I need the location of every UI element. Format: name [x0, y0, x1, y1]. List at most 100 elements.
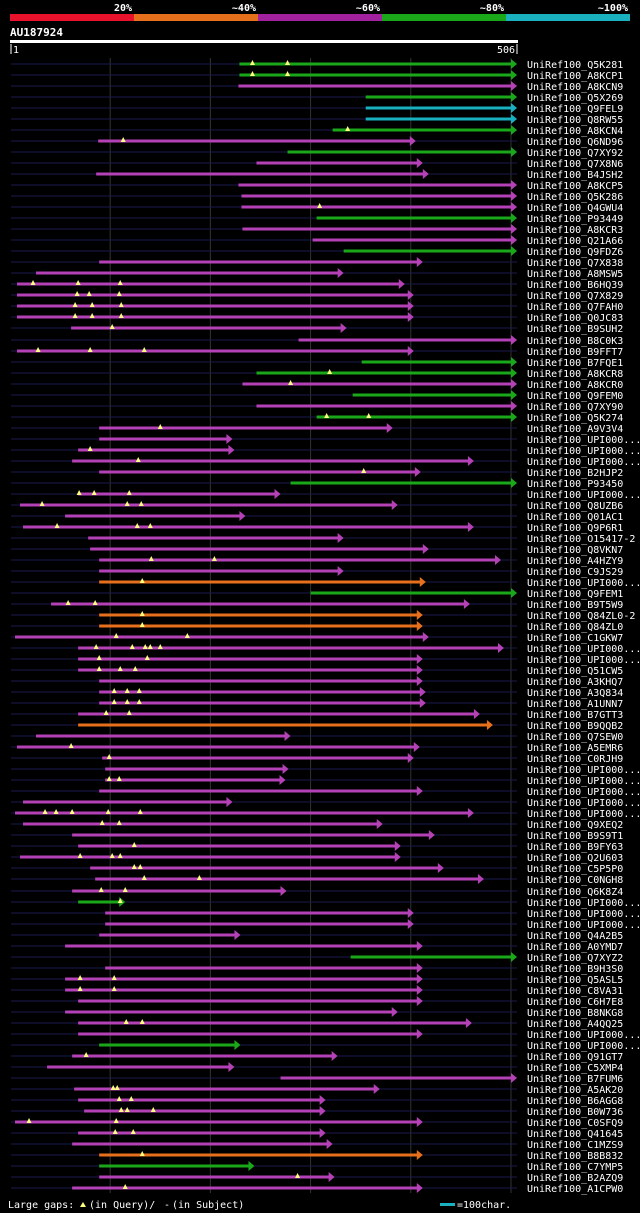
hit-bar[interactable]: [280, 1076, 513, 1080]
hit-label[interactable]: UniRef100_Q6ND96: [527, 137, 623, 148]
hit-bar[interactable]: [241, 205, 513, 209]
hit-label[interactable]: UniRef100_Q9FEL9: [527, 104, 623, 115]
hit-label[interactable]: UniRef100_Q7X838: [527, 258, 623, 269]
hit-bar[interactable]: [23, 800, 229, 804]
hit-bar[interactable]: [99, 580, 422, 584]
hit-bar[interactable]: [88, 536, 340, 540]
hit-label[interactable]: UniRef100_B8C0K3: [527, 336, 623, 347]
hit-row[interactable]: UniRef100_UPI000...: [11, 456, 640, 468]
hit-label[interactable]: UniRef100_Q01AC1: [527, 512, 623, 523]
hit-row[interactable]: UniRef100_UPI000...: [11, 489, 640, 501]
hit-bar[interactable]: [78, 1131, 322, 1135]
hit-row[interactable]: UniRef100_Q41645: [11, 1128, 623, 1140]
hit-bar[interactable]: [72, 1142, 329, 1146]
hit-row[interactable]: UniRef100_Q7XYZ2: [11, 952, 623, 964]
hit-row[interactable]: UniRef100_A5EMR6: [11, 742, 623, 754]
hit-label[interactable]: UniRef100_UPI000...: [527, 435, 640, 446]
hit-bar[interactable]: [36, 734, 287, 738]
hit-bar[interactable]: [256, 371, 513, 375]
hit-bar[interactable]: [17, 315, 410, 319]
hit-label[interactable]: UniRef100_C1GKW7: [527, 633, 623, 644]
hit-bar[interactable]: [99, 1153, 419, 1157]
hit-bar[interactable]: [99, 558, 497, 562]
hit-bar[interactable]: [99, 933, 237, 937]
hit-row[interactable]: UniRef100_C1GKW7: [11, 632, 623, 644]
hit-row[interactable]: UniRef100_Q9FEM0: [11, 390, 623, 402]
hit-label[interactable]: UniRef100_Q41645: [527, 1129, 623, 1140]
hit-row[interactable]: UniRef100_Q6ND96: [11, 136, 623, 148]
hit-label[interactable]: UniRef100_A3Q834: [527, 688, 623, 699]
hit-bar[interactable]: [65, 1010, 394, 1014]
hit-row[interactable]: UniRef100_Q6K8Z4: [11, 886, 623, 898]
hit-row[interactable]: UniRef100_Q4GWU4: [11, 202, 623, 214]
hit-row[interactable]: UniRef100_B6AGG8: [11, 1095, 623, 1107]
hit-label[interactable]: UniRef100_O15417-2: [527, 534, 635, 545]
hit-label[interactable]: UniRef100_C0SFQ9: [527, 1118, 623, 1129]
hit-row[interactable]: UniRef100_UPI000...: [11, 1029, 640, 1041]
hit-row[interactable]: UniRef100_C5XMP4: [11, 1062, 623, 1074]
hit-row[interactable]: UniRef100_B9S9T1: [11, 830, 623, 842]
hit-row[interactable]: UniRef100_C9JS29: [11, 566, 623, 578]
hit-bar[interactable]: [99, 679, 419, 683]
hit-row[interactable]: UniRef100_Q91GT7: [11, 1051, 623, 1063]
hit-bar[interactable]: [65, 514, 242, 518]
hit-label[interactable]: UniRef100_C6H7E8: [527, 997, 623, 1008]
hit-row[interactable]: UniRef100_B7FUM6: [11, 1073, 623, 1085]
hit-row[interactable]: UniRef100_UPI000...: [11, 643, 640, 655]
hit-bar[interactable]: [78, 1098, 322, 1102]
hit-row[interactable]: UniRef100_UPI000...: [11, 445, 640, 457]
hit-row[interactable]: UniRef100_Q5K281: [11, 59, 623, 71]
hit-label[interactable]: UniRef100_Q9XEQ2: [527, 820, 623, 831]
hit-label[interactable]: UniRef100_B9FY63: [527, 842, 623, 853]
hit-bar[interactable]: [105, 966, 419, 970]
hit-bar[interactable]: [90, 866, 440, 870]
hit-bar[interactable]: [78, 844, 397, 848]
hit-bar[interactable]: [99, 470, 417, 474]
hit-label[interactable]: UniRef100_Q21A66: [527, 236, 623, 247]
hit-label[interactable]: UniRef100_Q9FEM0: [527, 391, 623, 402]
hit-row[interactable]: UniRef100_C7YMP5: [11, 1161, 623, 1173]
hit-label[interactable]: UniRef100_C0RJH9: [527, 754, 623, 765]
hit-row[interactable]: UniRef100_Q8UZB6: [11, 500, 623, 512]
hit-row[interactable]: UniRef100_C8VA31: [11, 985, 623, 997]
hit-row[interactable]: UniRef100_A8KCR3: [11, 224, 623, 236]
hit-bar[interactable]: [310, 591, 513, 595]
hit-label[interactable]: UniRef100_UPI000...: [527, 1030, 640, 1041]
hit-label[interactable]: UniRef100_A8KCR0: [527, 380, 623, 391]
hit-bar[interactable]: [365, 95, 513, 99]
hit-row[interactable]: UniRef100_A8KCR0: [11, 379, 623, 391]
hit-row[interactable]: UniRef100_B4JSH2: [11, 169, 623, 181]
hit-bar[interactable]: [352, 393, 513, 397]
hit-label[interactable]: UniRef100_Q8VKN7: [527, 545, 623, 556]
hit-label[interactable]: UniRef100_UPI000...: [527, 920, 640, 931]
hit-row[interactable]: UniRef100_Q9FDZ6: [11, 246, 623, 258]
hit-label[interactable]: UniRef100_UPI000...: [527, 578, 640, 589]
hit-bar[interactable]: [256, 404, 513, 408]
hit-label[interactable]: UniRef100_Q0JC83: [527, 313, 623, 324]
hit-bar[interactable]: [90, 547, 425, 551]
hit-label[interactable]: UniRef100_C1MZS9: [527, 1140, 623, 1151]
hit-row[interactable]: UniRef100_UPI000...: [11, 775, 640, 787]
hit-label[interactable]: UniRef100_C7YMP5: [527, 1162, 623, 1173]
hit-bar[interactable]: [74, 1087, 376, 1091]
hit-row[interactable]: UniRef100_A3KHQ7: [11, 676, 623, 688]
hit-bar[interactable]: [242, 227, 513, 231]
hit-bar[interactable]: [72, 889, 283, 893]
hit-row[interactable]: UniRef100_UPI000...: [11, 908, 640, 920]
hit-bar[interactable]: [365, 106, 513, 110]
hit-label[interactable]: UniRef100_Q7X829: [527, 291, 623, 302]
hit-row[interactable]: UniRef100_UPI000...: [11, 797, 640, 809]
hit-row[interactable]: UniRef100_C6H7E8: [11, 996, 623, 1008]
hit-bar[interactable]: [105, 778, 282, 782]
hit-bar[interactable]: [20, 503, 394, 507]
hit-row[interactable]: UniRef100_A3Q834: [11, 687, 623, 699]
hit-row[interactable]: UniRef100_B9H3S0: [11, 963, 623, 975]
hit-row[interactable]: UniRef100_C1MZS9: [11, 1139, 623, 1151]
hit-label[interactable]: UniRef100_A9V3V4: [527, 424, 623, 435]
hit-label[interactable]: UniRef100_B6AGG8: [527, 1096, 623, 1107]
hit-bar[interactable]: [15, 1120, 419, 1124]
hit-bar[interactable]: [105, 922, 410, 926]
hit-label[interactable]: UniRef100_Q9P6R1: [527, 523, 623, 534]
hit-row[interactable]: UniRef100_A8KCP1: [11, 70, 623, 82]
hit-bar[interactable]: [239, 62, 514, 66]
